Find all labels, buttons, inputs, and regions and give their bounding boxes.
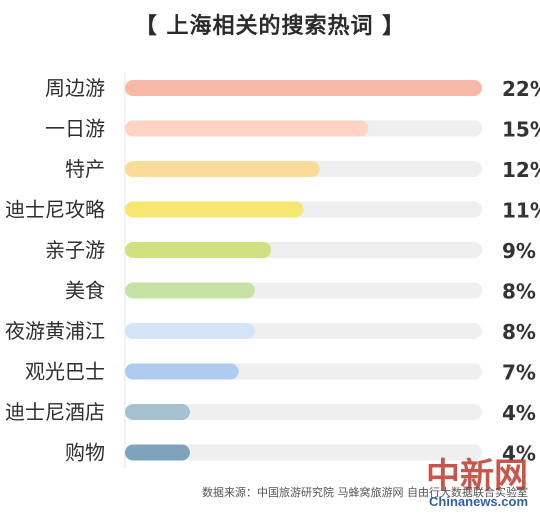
category-label: 一日游: [45, 117, 105, 141]
category-label: 美食: [65, 279, 105, 303]
category-label: 迪士尼酒店: [5, 400, 105, 424]
value-label: 12%: [502, 158, 540, 182]
bar: [125, 80, 482, 96]
watermark: 中新网 Chinanews.com: [426, 458, 528, 509]
bar: [125, 120, 369, 137]
bar-track: [125, 444, 482, 461]
bar: [125, 161, 320, 177]
data-source: 数据来源：中国旅游研究院 马蜂窝旅游网 自由行大数据联合实验室: [202, 486, 528, 499]
watermark-url: Chinanews.com: [429, 494, 528, 509]
value-label: 15%: [502, 118, 540, 142]
category-label: 亲子游: [45, 238, 105, 262]
bar: [125, 242, 272, 258]
value-label: 8%: [502, 320, 536, 344]
category-label: 特产: [65, 157, 105, 181]
watermark-logo: 中新网: [426, 456, 528, 496]
category-label: 迪士尼攻略: [5, 198, 105, 222]
category-label: 观光巴士: [25, 360, 105, 384]
bar: [125, 201, 304, 218]
category-label: 周边游: [45, 76, 105, 100]
value-label: 22%: [502, 77, 540, 101]
bar: [125, 404, 190, 420]
category-label: 夜游黄浦江: [5, 319, 105, 343]
value-label: 4%: [502, 401, 536, 425]
bar-track: [125, 404, 482, 420]
value-label: 7%: [502, 361, 536, 385]
value-label: 9%: [502, 239, 536, 263]
bar: [125, 282, 255, 299]
value-label: 11%: [502, 199, 540, 223]
bar: [125, 444, 190, 461]
bar: [125, 323, 255, 339]
bar: [125, 363, 239, 380]
value-label: 8%: [502, 280, 536, 304]
category-label: 购物: [65, 441, 105, 465]
chart-title: 【 上海相关的搜索热词 】: [134, 14, 406, 39]
value-label: 4%: [502, 442, 536, 466]
